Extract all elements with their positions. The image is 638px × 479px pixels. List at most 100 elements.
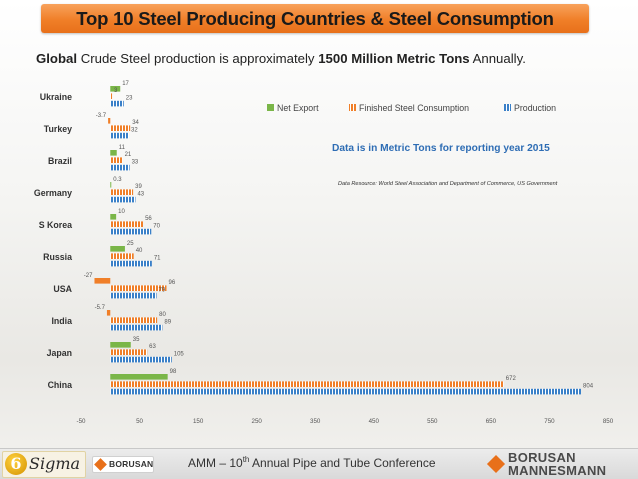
category-label-brazil: Brazil (48, 156, 72, 166)
page-title: Top 10 Steel Producing Countries & Steel… (76, 7, 554, 29)
subtitle-amount: 1500 Million Metric Tons (318, 51, 470, 66)
bar-finished-steel-consumption-s-korea (110, 221, 144, 227)
bm-line1: BORUSAN (508, 450, 576, 465)
bar-production-india (110, 324, 163, 331)
conference-title: AMM – 10th Annual Pipe and Tube Conferen… (188, 455, 436, 471)
data-label-production-russia: 71 (154, 256, 161, 262)
bar-net-export-brazil (110, 150, 117, 156)
category-label-germany: Germany (34, 188, 72, 198)
conference-sup: th (242, 455, 250, 464)
data-label-production-germany: 43 (137, 192, 144, 198)
category-label-china: China (48, 380, 73, 390)
subtitle-end: Annually. (469, 51, 526, 66)
bar-finished-steel-consumption-china (110, 381, 504, 387)
data-label-net-export-brazil: 11 (119, 145, 126, 151)
data-label-production-turkey: 32 (131, 128, 138, 134)
source-note: Data Resource: World Steel Association a… (338, 181, 558, 187)
data-label-net-export-turkey: -3.7 (96, 113, 107, 119)
category-label-turkey: Turkey (44, 124, 72, 134)
data-label-finished-steel-consumption-india: 80 (159, 312, 166, 318)
bar-finished-steel-consumption-russia (110, 253, 134, 259)
bar-finished-steel-consumption-japan (110, 349, 148, 355)
bar-production-s-korea (110, 228, 152, 235)
legend-swatch-consumption (349, 104, 356, 111)
data-label-net-export-s-korea: 10 (118, 209, 125, 215)
data-label-net-export-germany: 0.3 (113, 177, 122, 183)
bar-finished-steel-consumption-india (110, 317, 158, 323)
data-label-finished-steel-consumption-germany: 39 (135, 184, 142, 190)
data-label-production-ukraine: 23 (126, 96, 133, 102)
borusan-small-text: BORUSAN (109, 459, 154, 469)
bar-production-brazil (110, 164, 130, 171)
borusan-mannesmann-logo: BORUSAN MANNESMANN (486, 450, 634, 478)
legend-swatch-production (504, 104, 511, 111)
category-label-russia: Russia (43, 252, 72, 262)
data-label-finished-steel-consumption-s-korea: 56 (145, 216, 152, 222)
bar-production-china (110, 388, 582, 395)
bar-finished-steel-consumption-germany (110, 189, 134, 195)
x-tick-label-750: 750 (544, 418, 555, 425)
x-tick-label-550: 550 (427, 418, 438, 425)
x-tick-label-850: 850 (603, 418, 614, 425)
data-label-net-export-ukraine: 17 (122, 81, 129, 87)
data-label-net-export-usa: -27 (84, 273, 93, 279)
legend-label-net-export: Net Export (277, 103, 319, 113)
bar-production-ukraine (110, 100, 124, 107)
bar-net-export-usa (94, 278, 111, 284)
sigma-word: Sigma (29, 454, 81, 473)
data-label-finished-steel-consumption-china: 672 (506, 376, 517, 382)
chart-legend: Net Export Finished Steel Consumption Pr… (267, 103, 556, 113)
bar-finished-steel-consumption-turkey (110, 125, 131, 131)
bar-finished-steel-consumption-ukraine (110, 93, 113, 99)
footer-bar: 6 Sigma BORUSAN AMM – 10th Annual Pipe a… (0, 448, 638, 479)
bar-production-germany (110, 196, 136, 203)
data-label-net-export-china: 98 (170, 369, 177, 375)
sigma-six-digit: 6 (10, 454, 22, 473)
legend-swatch-net-export (267, 104, 274, 111)
subtitle-global: Global (36, 51, 78, 66)
bar-net-export-s-korea (110, 214, 117, 220)
bar-production-japan (110, 356, 172, 363)
borusan-diamond-icon (94, 458, 107, 471)
subtitle: Global Crude Steel production is approxi… (36, 51, 526, 66)
legend-label-production: Production (514, 103, 556, 113)
bar-net-export-china (110, 374, 168, 380)
conference-pre: AMM – 10 (188, 456, 243, 470)
bm-line2: MANNESMANN (508, 462, 607, 478)
x-tick-label-150: 150 (193, 418, 204, 425)
bar-net-export-ukraine (110, 86, 121, 92)
data-label-production-brazil: 33 (132, 160, 139, 166)
x-tick-label-450: 450 (369, 418, 380, 425)
legend-label-consumption: Finished Steel Consumption (359, 103, 469, 113)
x-tick-label-250: 250 (252, 418, 263, 425)
data-label-production-china: 804 (583, 384, 594, 390)
category-label-japan: Japan (47, 348, 72, 358)
bar-net-export-turkey (108, 118, 111, 124)
x-tick-label-350: 350 (310, 418, 321, 425)
sigma-circle-icon (5, 453, 27, 475)
data-label-production-s-korea: 70 (153, 224, 160, 230)
data-label-net-export-russia: 25 (127, 241, 134, 247)
category-label-india: India (51, 316, 72, 326)
data-label-finished-steel-consumption-japan: 63 (149, 344, 156, 350)
borusan-small-logo: BORUSAN (92, 456, 154, 473)
data-label-finished-steel-consumption-turkey: 34 (132, 120, 139, 126)
x-tick-label-neg50: -50 (77, 418, 87, 425)
bm-diamond-icon (486, 454, 506, 474)
category-label-s-korea: S Korea (39, 220, 72, 230)
bar-finished-steel-consumption-brazil (110, 157, 123, 163)
data-label-finished-steel-consumption-brazil: 21 (125, 152, 132, 158)
six-sigma-logo: 6 Sigma (2, 451, 86, 478)
data-label-finished-steel-consumption-usa: 96 (168, 280, 175, 286)
bar-net-export-russia (110, 246, 125, 252)
bar-finished-steel-consumption-usa (110, 285, 167, 291)
conference-post: Annual Pipe and Tube Conference (249, 456, 436, 470)
x-tick-label-50: 50 (136, 418, 143, 425)
data-label-finished-steel-consumption-ukraine: 3 (114, 88, 118, 94)
data-label-net-export-india: -5.7 (95, 305, 106, 311)
bar-production-turkey (110, 132, 130, 139)
bar-net-export-japan (110, 342, 131, 348)
data-label-production-japan: 105 (174, 352, 185, 358)
